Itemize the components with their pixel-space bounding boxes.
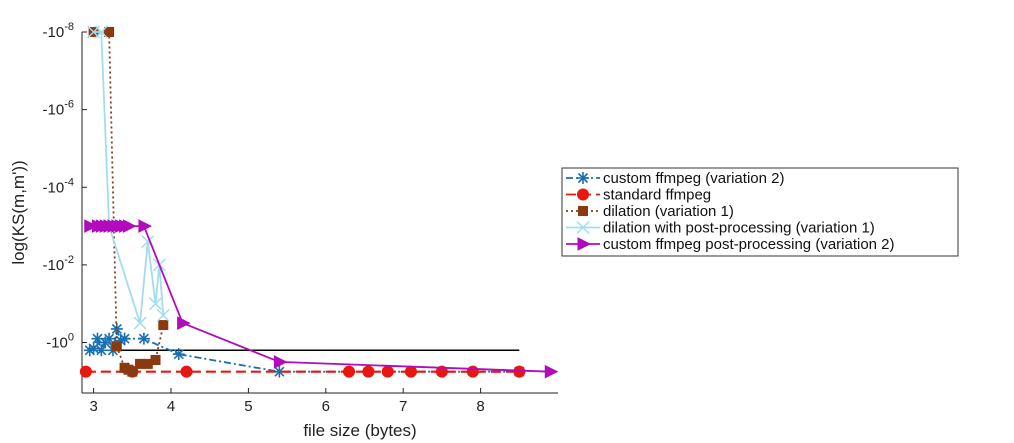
x-tick-label: 7 bbox=[399, 398, 407, 415]
y-tick-label: -10-2 bbox=[43, 254, 74, 274]
legend-label: dilation (variation 1) bbox=[603, 203, 734, 220]
legend-label: dilation with post-processing (variation… bbox=[603, 220, 875, 237]
series-line bbox=[93, 31, 165, 324]
data-point bbox=[273, 355, 288, 369]
x-tick-label: 5 bbox=[244, 398, 252, 415]
legend-marker bbox=[577, 188, 589, 201]
data-point bbox=[381, 365, 394, 378]
legend-item: dilation (variation 1) bbox=[566, 203, 734, 220]
data-point bbox=[122, 219, 137, 233]
data-point bbox=[83, 344, 96, 357]
data-point bbox=[158, 320, 169, 331]
data-point bbox=[138, 219, 153, 233]
series-5 bbox=[84, 219, 559, 379]
data-point bbox=[87, 342, 100, 355]
data-point bbox=[435, 365, 448, 378]
legend: custom ffmpeg (variation 2)standard ffmp… bbox=[561, 167, 959, 257]
data-point bbox=[137, 332, 150, 345]
x-axis-label: file size (bytes) bbox=[303, 421, 416, 440]
data-point bbox=[114, 334, 127, 347]
tick-labels: 3 4 5 6 7 8 -10-8 -10-6 -10-4 -10-2 -100 bbox=[43, 21, 485, 415]
legend-item: custom ffmpeg (variation 2) bbox=[566, 170, 784, 187]
data-point bbox=[111, 341, 122, 352]
data-point bbox=[150, 355, 161, 366]
y-tick-label: -10-6 bbox=[43, 99, 74, 119]
data-point bbox=[79, 365, 92, 378]
legend-marker bbox=[577, 172, 589, 184]
x-tick-label: 8 bbox=[476, 398, 484, 415]
legend-item: standard ffmpeg bbox=[566, 187, 711, 204]
data-point bbox=[133, 316, 147, 330]
legend-box bbox=[561, 167, 959, 257]
series-3 bbox=[88, 27, 169, 377]
legend-marker bbox=[576, 220, 590, 235]
data-point bbox=[156, 308, 170, 322]
legend-marker bbox=[577, 237, 592, 251]
data-point bbox=[343, 365, 356, 378]
data-point bbox=[95, 344, 108, 357]
series-2 bbox=[79, 365, 526, 378]
data-point bbox=[544, 364, 559, 379]
data-point bbox=[91, 332, 104, 345]
x-tick-label: 6 bbox=[322, 398, 330, 415]
data-point bbox=[362, 365, 375, 378]
series-4 bbox=[87, 25, 170, 330]
chart-axes bbox=[81, 32, 558, 394]
data-point bbox=[273, 365, 286, 378]
y-axis-label: log(KS(m,m')) bbox=[9, 160, 28, 264]
y-tick-label: -100 bbox=[46, 332, 74, 352]
legend-item: custom ffmpeg post-processing (variation… bbox=[566, 236, 895, 253]
data-point bbox=[180, 365, 193, 378]
legend-item: dilation with post-processing (variation… bbox=[566, 220, 875, 237]
data-point bbox=[177, 316, 191, 330]
data-point bbox=[466, 365, 479, 378]
x-tick-label: 4 bbox=[167, 398, 175, 415]
y-tick-label: -10-8 bbox=[43, 21, 74, 41]
data-point bbox=[118, 332, 131, 345]
data-point bbox=[148, 297, 163, 311]
data-point bbox=[94, 25, 108, 39]
data-point bbox=[513, 365, 526, 378]
data-point bbox=[103, 332, 116, 345]
data-point bbox=[404, 365, 417, 378]
data-point bbox=[104, 27, 115, 37]
legend-marker bbox=[578, 206, 588, 216]
legend-label: custom ffmpeg (variation 2) bbox=[603, 170, 784, 187]
data-point bbox=[172, 348, 185, 361]
data-point bbox=[127, 366, 138, 377]
x-tick-label: 3 bbox=[89, 398, 97, 415]
data-point bbox=[110, 322, 123, 335]
legend-label: custom ffmpeg post-processing (variation… bbox=[603, 236, 895, 253]
y-tick-label: -10-4 bbox=[43, 176, 74, 196]
data-point bbox=[84, 219, 98, 233]
series-group bbox=[79, 25, 559, 379]
legend-label: standard ffmpeg bbox=[603, 187, 711, 204]
